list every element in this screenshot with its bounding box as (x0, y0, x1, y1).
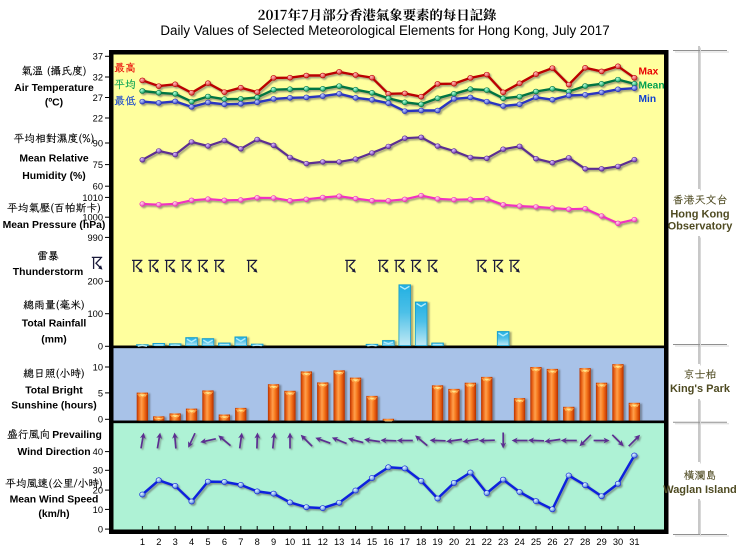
svg-text:18: 18 (416, 537, 426, 547)
svg-text:(mm): (mm) (41, 335, 66, 346)
svg-text:(km/h): (km/h) (38, 509, 69, 520)
svg-text:1: 1 (140, 537, 145, 547)
svg-text:32: 32 (93, 72, 103, 82)
svg-text:30: 30 (613, 537, 623, 547)
svg-text:26: 26 (547, 537, 557, 547)
svg-text:Total Rainfall: Total Rainfall (22, 319, 87, 330)
svg-text:16: 16 (383, 537, 393, 547)
svg-text:4: 4 (189, 537, 194, 547)
svg-text:37: 37 (93, 52, 103, 62)
svg-text:Total Bright: Total Bright (25, 386, 83, 397)
svg-text:Waglan Island: Waglan Island (663, 484, 737, 496)
svg-text:Hong Kong: Hong Kong (670, 209, 729, 221)
svg-text:Min: Min (639, 94, 657, 105)
svg-text:40: 40 (93, 447, 103, 457)
svg-text:20: 20 (449, 537, 459, 547)
svg-text:11: 11 (302, 537, 312, 547)
svg-text:13: 13 (334, 537, 344, 547)
svg-text:990: 990 (87, 233, 103, 243)
svg-text:22: 22 (482, 537, 492, 547)
svg-text:27: 27 (564, 537, 574, 547)
svg-text:9: 9 (271, 537, 276, 547)
svg-text:Prevailing: Prevailing (52, 430, 102, 441)
svg-text:15: 15 (367, 537, 377, 547)
svg-text:75: 75 (93, 160, 103, 170)
svg-text:Observatory: Observatory (668, 221, 734, 233)
svg-text:28: 28 (580, 537, 590, 547)
svg-text:14: 14 (350, 537, 360, 547)
svg-text:21: 21 (465, 537, 475, 547)
svg-text:King's Park: King's Park (670, 383, 731, 395)
svg-text:Sunshine (hours): Sunshine (hours) (11, 401, 96, 412)
svg-text:10: 10 (93, 505, 103, 515)
svg-text:0: 0 (98, 342, 103, 352)
svg-text:0: 0 (98, 525, 103, 535)
svg-text:Mean Relative: Mean Relative (19, 154, 89, 165)
svg-text:Thunderstorm: Thunderstorm (13, 267, 83, 278)
svg-text:29: 29 (596, 537, 606, 547)
svg-text:5: 5 (98, 388, 103, 398)
svg-text:Mean: Mean (639, 80, 665, 91)
svg-text:Max: Max (639, 66, 659, 77)
svg-text:22: 22 (93, 113, 103, 123)
svg-text:2: 2 (156, 537, 161, 547)
svg-text:31: 31 (629, 537, 639, 547)
svg-text:10: 10 (285, 537, 295, 547)
svg-text:0: 0 (98, 415, 103, 425)
svg-text:19: 19 (432, 537, 442, 547)
svg-text:Wind Direction: Wind Direction (17, 447, 90, 458)
svg-text:60: 60 (93, 182, 103, 192)
svg-text:Mean Wind Speed: Mean Wind Speed (10, 495, 99, 506)
svg-text:23: 23 (498, 537, 508, 547)
svg-text:12: 12 (318, 537, 328, 547)
svg-text:5: 5 (205, 537, 210, 547)
svg-text:20: 20 (93, 486, 103, 496)
svg-text:7: 7 (238, 537, 243, 547)
svg-text:30: 30 (93, 466, 103, 476)
svg-text:Daily Values of Selected Meteo: Daily Values of Selected Meteorological … (160, 23, 609, 38)
svg-text:Air Temperature: Air Temperature (14, 83, 94, 94)
svg-text:Humidity (%): Humidity (%) (22, 171, 86, 182)
svg-text:8: 8 (255, 537, 260, 547)
svg-text:24: 24 (514, 537, 524, 547)
svg-text:17: 17 (400, 537, 410, 547)
svg-text:Mean Pressure (hPa): Mean Pressure (hPa) (3, 220, 106, 231)
svg-text:1010: 1010 (82, 193, 103, 203)
svg-text:(ºC): (ºC) (45, 98, 63, 109)
svg-text:1000: 1000 (82, 213, 103, 223)
svg-text:6: 6 (222, 537, 227, 547)
svg-text:10: 10 (93, 362, 103, 372)
svg-text:25: 25 (531, 537, 541, 547)
svg-text:100: 100 (87, 309, 103, 319)
svg-text:200: 200 (87, 277, 103, 287)
svg-text:3: 3 (173, 537, 178, 547)
svg-text:27: 27 (93, 93, 103, 103)
svg-text:90: 90 (93, 138, 103, 148)
